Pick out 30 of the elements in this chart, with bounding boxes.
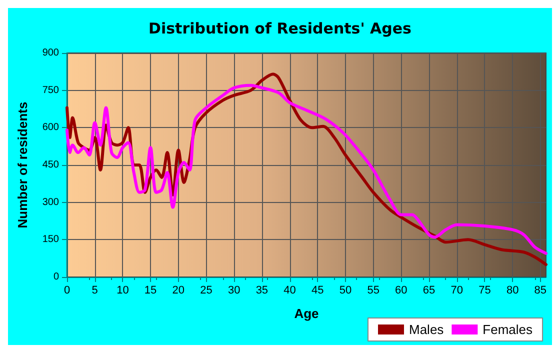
y-tick-label: 150 [42,234,60,246]
x-tick-label: 45 [312,284,324,296]
x-tick-label: 35 [256,284,268,296]
legend-label: Males [409,322,444,337]
x-tick-label: 30 [228,284,240,296]
y-tick-label: 900 [42,48,60,58]
x-tick-label: 65 [422,284,436,296]
x-tick-label: 70 [450,284,464,296]
x-tick-label: 75 [478,284,491,296]
x-tick-label: 55 [367,284,380,296]
legend-label: Females [482,322,534,337]
x-tick-label: 85 [534,284,547,296]
y-tick-label: 300 [42,196,60,208]
x-tick-label: 20 [172,284,185,296]
y-tick-label: 0 [53,272,60,282]
y-axis-title: Number of residents [15,102,30,228]
x-axis-title: Age [294,306,319,321]
x-tick-label: 25 [200,284,212,296]
y-tick-label: 600 [42,122,60,134]
x-tick-label: 15 [144,284,157,296]
x-tick-label: 40 [284,284,296,296]
x-tick-label: 80 [506,284,519,296]
x-tick-label: 60 [395,284,408,296]
x-tick-label: 5 [92,284,98,296]
y-tick-label: 450 [42,160,60,170]
x-tick-label: 50 [339,284,352,296]
x-tick-label: 10 [116,284,129,296]
y-tick-label: 750 [42,84,60,96]
chart-title: Distribution of Residents' Ages [148,20,412,38]
x-tick-label: 0 [64,284,70,296]
